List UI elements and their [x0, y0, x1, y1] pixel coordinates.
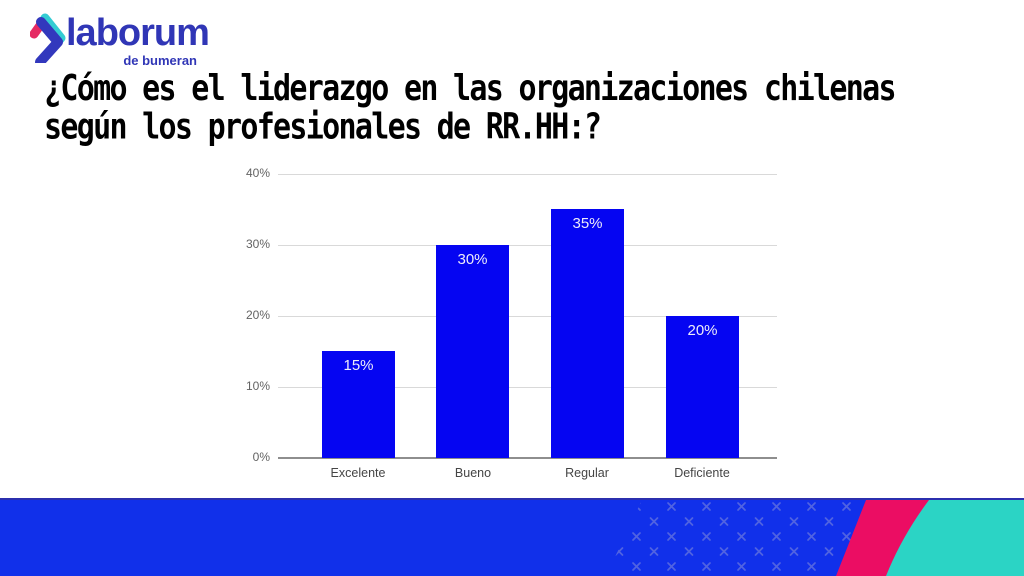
bar-value-label-deficiente: 20% [687, 322, 718, 339]
y-tick-label-20%: 20% [245, 308, 270, 322]
laborum-chevron-icon [30, 13, 66, 63]
bar-deficiente: 20% [666, 316, 739, 458]
gridline-40% [278, 174, 777, 175]
bar-chart: 40% 30% 20% 10% 0% 15% Excelente 30% Bueno 35% Reg… [246, 166, 777, 480]
x-tick-label-deficiente: Deficiente [674, 466, 730, 480]
laborum-logo: laborum de bumeran [28, 10, 210, 72]
x-tick-label-bueno: Bueno [454, 466, 492, 480]
bar-value-label-bueno: 30% [457, 251, 488, 268]
brand-name: laborum [66, 12, 210, 54]
slide-title-line1: ¿Cómo es el liderazgo en las organizacio… [44, 67, 897, 110]
slide-title: ¿Cómo es el liderazgo en las organizacio… [44, 70, 984, 146]
y-tick-label-40%: 40% [245, 166, 270, 180]
bar-excelente: 15% [322, 351, 395, 458]
x-tick-label-regular: Regular [565, 466, 609, 480]
footer-band [0, 498, 1024, 576]
x-pattern-area [606, 500, 868, 576]
slide-title-line2: según los profesionales de RR.HH:? [44, 105, 602, 148]
gridline-0% [278, 457, 777, 459]
bar-value-label-regular: 35% [572, 215, 603, 232]
y-tick-label-30%: 30% [245, 237, 270, 251]
gridline-30% [278, 245, 777, 246]
bar-value-label-excelente: 15% [343, 357, 374, 374]
teal-corner [886, 500, 1024, 576]
bar-bueno: 30% [436, 245, 509, 458]
gridline-10% [278, 387, 777, 388]
brand-subtitle: de bumeran [123, 53, 197, 68]
x-tick-label-excelente: Excelente [330, 466, 386, 480]
y-tick-label-10%: 10% [245, 379, 270, 393]
bar-regular: 35% [551, 209, 624, 458]
y-tick-label-0%: 0% [252, 450, 270, 464]
gridline-20% [278, 316, 777, 317]
